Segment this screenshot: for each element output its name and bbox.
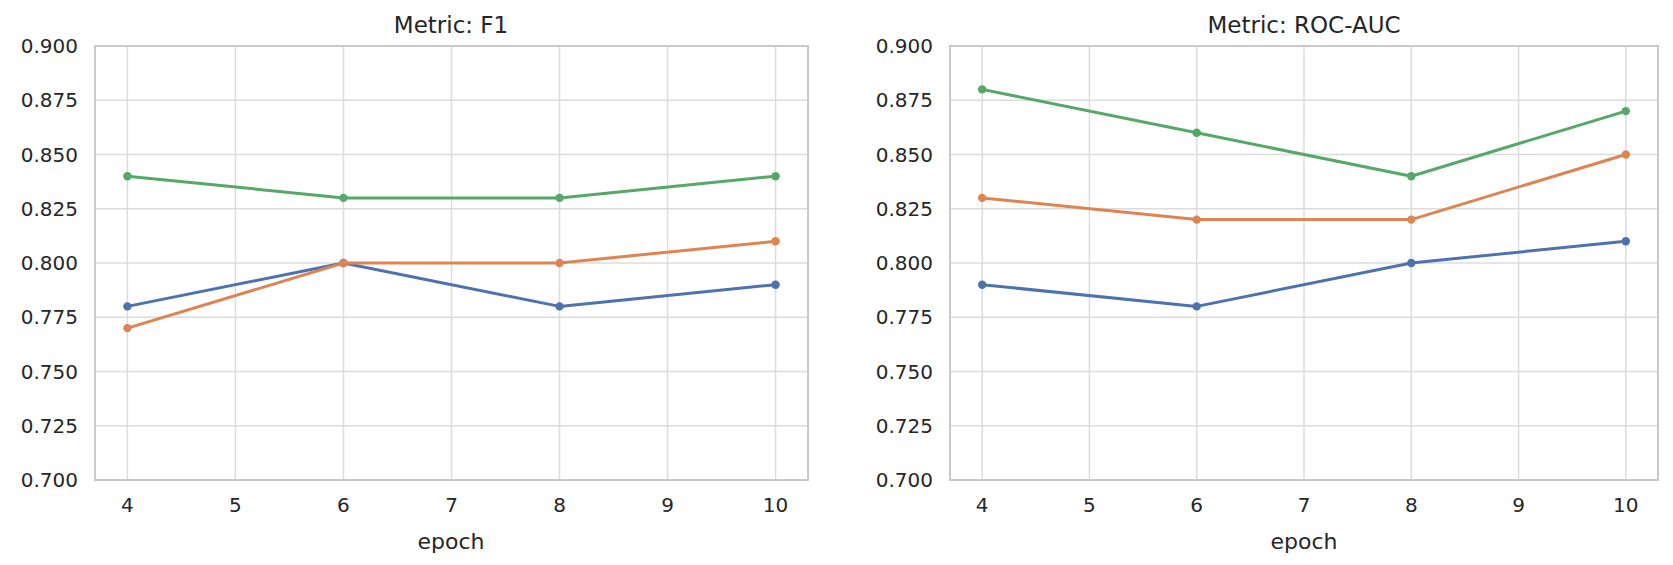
- data-point-green: [123, 172, 131, 180]
- x-tick-label: 5: [229, 493, 242, 517]
- data-point-green: [1622, 107, 1630, 115]
- y-tick-label: 0.875: [876, 88, 933, 112]
- y-tick-label: 0.825: [21, 197, 78, 221]
- data-point-blue: [1622, 237, 1630, 245]
- x-tick-label: 8: [1405, 493, 1418, 517]
- figure-canvas: 4 5 6 7 8 9 10 0.700 0.725 0.750 0.775 0.800 0.825 0.…: [0, 0, 1673, 565]
- data-point-blue: [555, 302, 563, 310]
- data-point-blue: [1193, 302, 1201, 310]
- x-tick-label: 10: [1613, 493, 1638, 517]
- y-tick-label: 0.900: [21, 34, 78, 58]
- data-point-green: [339, 194, 347, 202]
- y-tick-label: 0.725: [21, 414, 78, 438]
- data-point-green: [978, 85, 986, 93]
- y-tick-label: 0.775: [21, 305, 78, 329]
- x-tick-label: 6: [337, 493, 350, 517]
- y-tick-label: 0.825: [876, 197, 933, 221]
- data-point-green: [771, 172, 779, 180]
- y-tick-label: 0.750: [21, 360, 78, 384]
- data-point-green: [555, 194, 563, 202]
- x-tick-label: 8: [553, 493, 566, 517]
- chart-roc-auc: 4 5 6 7 8 9 10 0.700 0.725 0.750 0.775 0.800 0.825 0.…: [837, 0, 1673, 565]
- plot-area-roc-auc: 4 5 6 7 8 9 10 0.700 0.725 0.750 0.775 0.800 0.825 0.…: [876, 34, 1658, 517]
- y-tick-label: 0.850: [21, 143, 78, 167]
- plot-area-f1: 4 5 6 7 8 9 10 0.700 0.725 0.750 0.775 0.800 0.825 0.…: [21, 34, 808, 517]
- y-tick-label: 0.875: [21, 88, 78, 112]
- x-axis-label-roc-auc: epoch: [1271, 529, 1338, 554]
- chart-title-f1: Metric: F1: [394, 12, 508, 38]
- x-tick-label: 4: [976, 493, 989, 517]
- data-point-blue: [978, 281, 986, 289]
- x-tick-label: 10: [763, 493, 788, 517]
- x-tick-label: 7: [1298, 493, 1311, 517]
- y-tick-label: 0.725: [876, 414, 933, 438]
- y-tick-label: 0.800: [876, 251, 933, 275]
- x-tick-label: 5: [1083, 493, 1096, 517]
- x-tick-label: 4: [121, 493, 134, 517]
- chart-f1: 4 5 6 7 8 9 10 0.700 0.725 0.750 0.775 0.800 0.825 0.…: [0, 0, 836, 565]
- data-point-orange: [978, 194, 986, 202]
- data-point-green: [1407, 172, 1415, 180]
- data-point-orange: [1622, 150, 1630, 158]
- y-tick-label: 0.700: [21, 468, 78, 492]
- x-tick-label: 9: [661, 493, 674, 517]
- y-tick-label: 0.775: [876, 305, 933, 329]
- y-tick-label: 0.800: [21, 251, 78, 275]
- chart-title-roc-auc: Metric: ROC-AUC: [1207, 12, 1400, 38]
- y-tick-label: 0.700: [876, 468, 933, 492]
- x-tick-label: 6: [1190, 493, 1203, 517]
- data-point-green: [1193, 129, 1201, 137]
- data-point-orange: [339, 259, 347, 267]
- y-tick-label: 0.750: [876, 360, 933, 384]
- data-point-blue: [123, 302, 131, 310]
- data-point-blue: [1407, 259, 1415, 267]
- data-point-blue: [771, 281, 779, 289]
- data-point-orange: [1193, 215, 1201, 223]
- data-point-orange: [123, 324, 131, 332]
- data-point-orange: [555, 259, 563, 267]
- x-axis-label-f1: epoch: [418, 529, 485, 554]
- y-tick-label: 0.900: [876, 34, 933, 58]
- data-point-orange: [771, 237, 779, 245]
- x-tick-label: 9: [1512, 493, 1525, 517]
- x-tick-label: 7: [445, 493, 458, 517]
- y-tick-label: 0.850: [876, 143, 933, 167]
- data-point-orange: [1407, 215, 1415, 223]
